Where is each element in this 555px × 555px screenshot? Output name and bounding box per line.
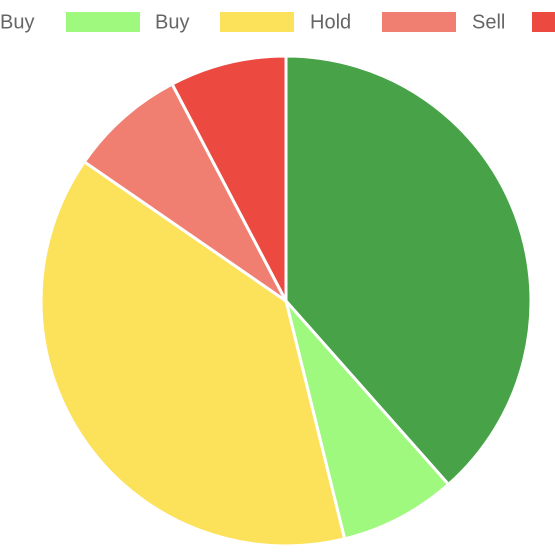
legend-swatch [220, 12, 294, 32]
legend-swatch [532, 12, 555, 32]
legend-label: Hold [310, 11, 351, 33]
legend-label: Buy [155, 11, 189, 33]
legend-swatch [382, 12, 456, 32]
legend-label: Sell [472, 11, 505, 33]
pie-slice [39, 159, 347, 548]
pie-slice [170, 54, 288, 302]
legend-label: Buy [0, 11, 34, 33]
legend-swatch [66, 12, 140, 32]
pie-slice [82, 82, 288, 303]
pie-slice [284, 54, 533, 487]
pie-slice [284, 300, 451, 541]
